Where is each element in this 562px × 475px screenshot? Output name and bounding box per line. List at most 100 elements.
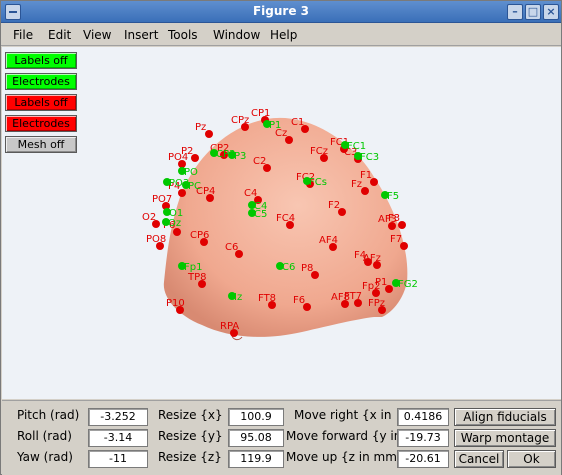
menu-view[interactable]: View xyxy=(83,28,112,42)
menu-tools[interactable]: Tools xyxy=(168,28,198,42)
align-fiducials-button[interactable]: Align fiducials xyxy=(454,408,556,426)
green-electrode-label: FC1 xyxy=(347,141,366,152)
green-electrode-label: FG2 xyxy=(398,279,418,290)
red-electrode-dot xyxy=(205,130,213,138)
move-up-input[interactable]: -20.61 xyxy=(397,450,449,468)
green-electrode-label: F5 xyxy=(387,191,399,202)
title-bar[interactable]: Figure 3 – □ × xyxy=(1,1,561,23)
red-electrode-label: C1 xyxy=(291,117,304,128)
menu-file[interactable]: File xyxy=(13,28,34,42)
red-electrode-dot xyxy=(301,125,309,133)
red-electrode-label: AF3 xyxy=(378,214,397,225)
red-electrode-dot xyxy=(338,208,346,216)
green-electrode-label: P3 xyxy=(234,151,246,162)
red-electrode-dot xyxy=(263,164,271,172)
yaw-input[interactable]: -11 xyxy=(88,450,148,468)
mesh-toggle-button[interactable]: Mesh off xyxy=(5,136,77,153)
green-electrode-label: C5 xyxy=(254,209,267,220)
red-electrode-dot xyxy=(176,306,184,314)
red-electrode-dot xyxy=(372,289,380,297)
red-electrode-label: Fz xyxy=(351,179,362,190)
red-electrodes-toggle-button[interactable]: Electrodes xyxy=(5,115,77,132)
red-electrode-label: F4 xyxy=(354,250,366,261)
menu-help[interactable]: Help xyxy=(270,28,298,42)
green-electrodes-toggle-button[interactable]: Electrodes xyxy=(5,73,77,90)
green-electrode-label: C6 xyxy=(282,262,295,273)
green-electrode-label: PO xyxy=(184,167,198,178)
green-electrode-dot xyxy=(248,209,256,217)
ok-button[interactable]: Ok xyxy=(507,450,556,468)
window-menu-icon[interactable] xyxy=(5,4,21,20)
red-electrode-dot xyxy=(354,299,362,307)
warp-montage-button[interactable]: Warp montage xyxy=(454,429,556,447)
menu-edit[interactable]: Edit xyxy=(48,28,72,42)
roll-input[interactable]: -3.14 xyxy=(88,429,148,447)
red-electrode-label: F7 xyxy=(390,234,402,245)
red-electrode-dot xyxy=(385,285,393,293)
green-electrode-label: CP3 xyxy=(216,149,235,160)
red-electrode-label: AFz xyxy=(363,253,381,264)
pitch-input[interactable]: -3.252 xyxy=(88,408,148,426)
green-electrode-label: O1 xyxy=(169,208,183,219)
red-electrode-dot xyxy=(373,261,381,269)
move-forward-input[interactable]: -19.73 xyxy=(397,429,449,447)
roll-label: Roll (rad) xyxy=(17,429,72,443)
red-electrode-label: PO8 xyxy=(146,234,166,245)
minimize-icon[interactable]: – xyxy=(507,4,523,20)
red-electrode-dot xyxy=(388,222,396,230)
red-electrode-label: TP8 xyxy=(187,272,207,283)
head-3d-view[interactable]: CP1CPzPzP2PO4CP2C2CzC1FC1FCzC3FC2CP4C4F1… xyxy=(2,47,561,399)
red-electrode-label: P10 xyxy=(166,298,185,309)
red-electrode-label: CP2 xyxy=(210,143,229,154)
head-mesh xyxy=(163,117,408,337)
red-electrode-label: P1 xyxy=(375,277,387,288)
red-electrode-label: F1 xyxy=(360,170,372,181)
red-electrode-dot xyxy=(285,136,293,144)
menu-window[interactable]: Window xyxy=(213,28,261,42)
cancel-button[interactable]: Cancel xyxy=(454,450,504,468)
red-electrode-label: O2 xyxy=(142,212,156,223)
window-title: Figure 3 xyxy=(252,4,310,18)
green-electrode-dot xyxy=(163,178,171,186)
resize-z-label: Resize {z} xyxy=(158,450,222,464)
green-electrode-dot xyxy=(178,262,186,270)
green-electrode-dot xyxy=(178,167,186,175)
green-electrode-dot xyxy=(341,141,349,149)
move-right-input[interactable]: 0.4186 xyxy=(397,408,449,426)
resize-x-input[interactable]: 100.9 xyxy=(228,408,284,426)
green-labels-toggle-button[interactable]: Labels off xyxy=(5,52,77,69)
green-electrode-label: PO3 xyxy=(169,178,189,189)
plot-area[interactable]: Labels off Electrodes Labels off Electro… xyxy=(2,47,561,399)
resize-y-input[interactable]: 95.08 xyxy=(228,429,284,447)
resize-z-input[interactable]: 119.9 xyxy=(228,450,284,468)
red-electrode-label: C2 xyxy=(253,156,266,167)
red-electrode-dot xyxy=(286,221,294,229)
menu-insert[interactable]: Insert xyxy=(124,28,159,42)
red-electrode-label: P8 xyxy=(301,263,313,274)
green-electrode-dot xyxy=(381,191,389,199)
red-electrode-label: P4 xyxy=(168,181,180,192)
maximize-icon[interactable]: □ xyxy=(525,4,541,20)
red-electrode-dot xyxy=(191,154,199,162)
red-electrode-label: Cz xyxy=(275,128,287,139)
red-electrode-label: PO7 xyxy=(152,194,172,205)
red-electrode-label: F3 xyxy=(388,213,400,224)
red-electrode-dot xyxy=(320,154,328,162)
green-electrode-label: P1 xyxy=(269,120,281,131)
red-electrode-dot xyxy=(341,300,349,308)
red-electrode-label: CP4 xyxy=(196,186,215,197)
red-electrode-dot xyxy=(329,243,337,251)
red-electrode-label: FC4 xyxy=(276,213,295,224)
red-electrode-label: Pz xyxy=(195,122,206,133)
pitch-label: Pitch (rad) xyxy=(17,408,80,422)
red-electrode-dot xyxy=(378,306,386,314)
move-up-label: Move up {z in mm) xyxy=(286,450,402,464)
red-labels-toggle-button[interactable]: Labels off xyxy=(5,94,77,111)
close-icon[interactable]: × xyxy=(543,4,559,20)
red-electrode-dot xyxy=(173,228,181,236)
red-electrode-label: PO4 xyxy=(168,152,188,163)
resize-x-label: Resize {x} xyxy=(158,408,223,422)
red-electrode-dot xyxy=(206,194,214,202)
menu-bar: File Edit View Insert Tools Window Help xyxy=(1,24,561,46)
